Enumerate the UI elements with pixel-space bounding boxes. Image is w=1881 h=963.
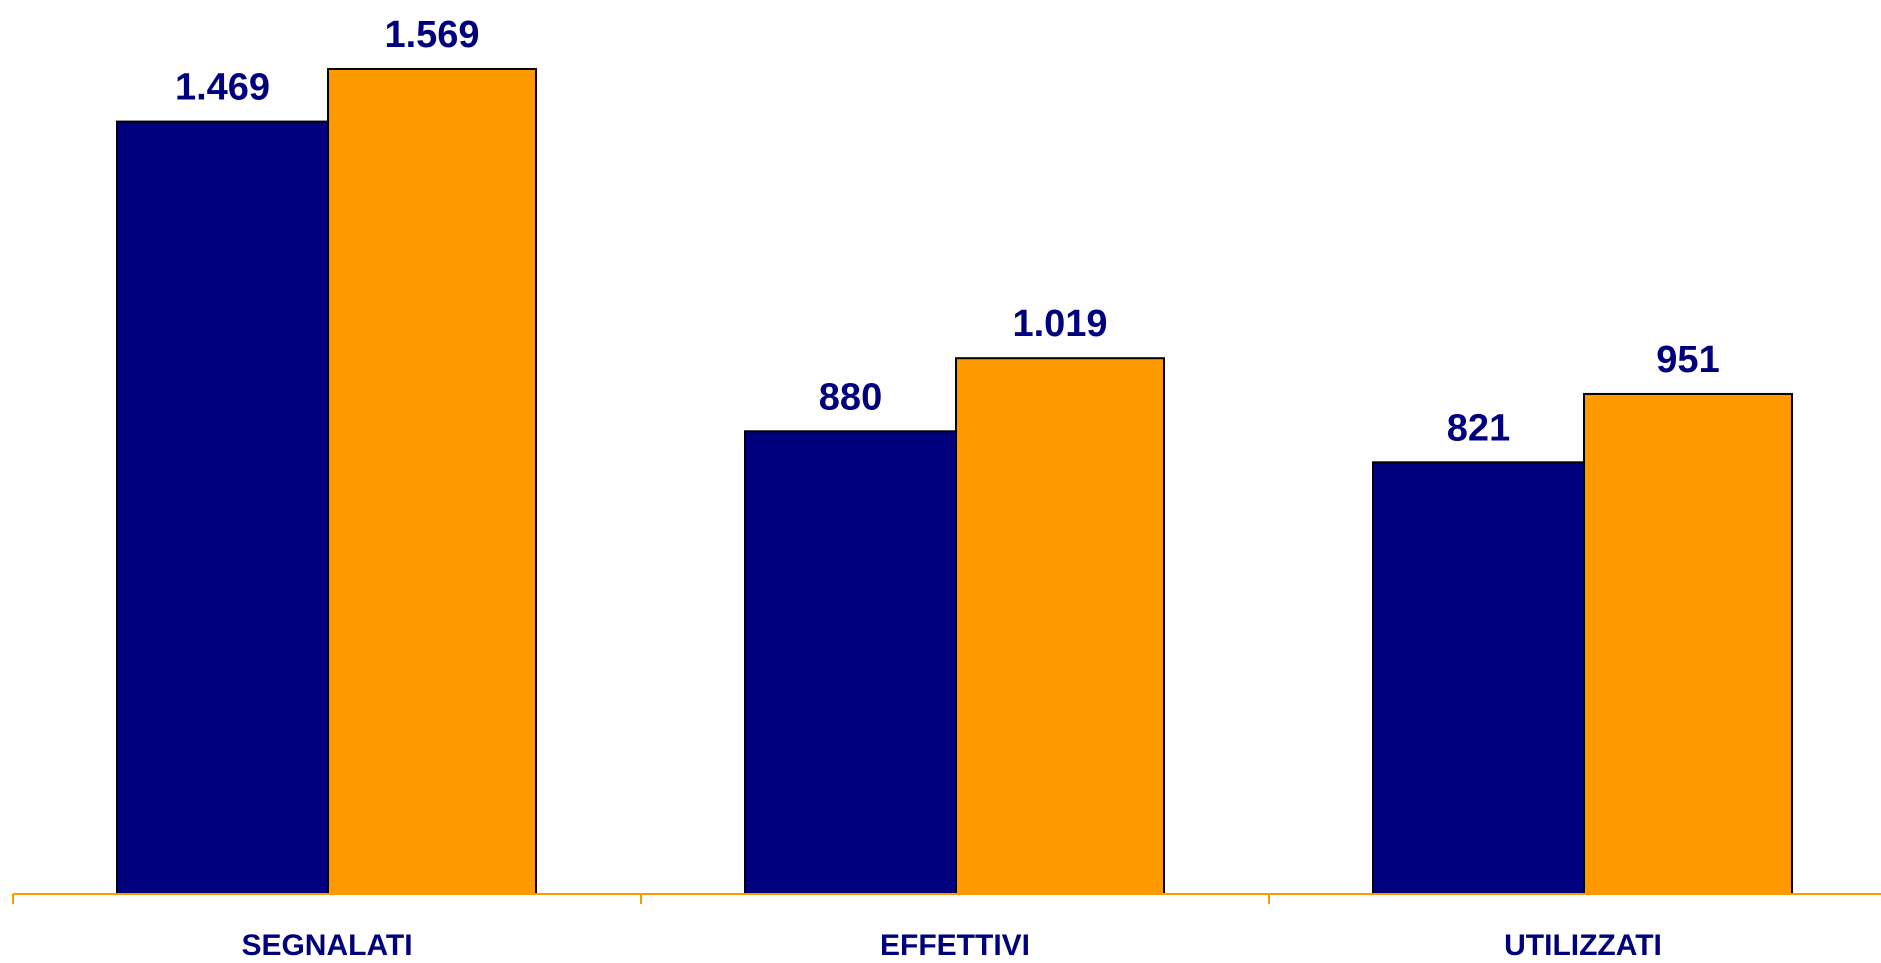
bar-segnalati-series-2 — [328, 69, 536, 894]
x-tick-label-utilizzati: UTILIZZATI — [1504, 929, 1662, 958]
value-label-effettivi-series-1: 880 — [819, 376, 882, 418]
bar-utilizzati-series-2 — [1584, 394, 1792, 894]
value-label-utilizzati-series-1: 821 — [1447, 407, 1510, 449]
value-label-utilizzati-series-2: 951 — [1656, 339, 1719, 381]
bar-segnalati-series-1 — [117, 122, 328, 894]
value-label-effettivi-series-2: 1.019 — [1012, 303, 1107, 345]
value-label-segnalati-series-1: 1.469 — [175, 67, 270, 109]
bar-effettivi-series-1 — [745, 431, 956, 894]
x-tick-label-effettivi: EFFETTIVI — [880, 929, 1030, 958]
bars-layer — [117, 69, 1792, 894]
bar-effettivi-series-2 — [956, 358, 1164, 894]
x-axis — [13, 894, 1881, 904]
x-tick-label-segnalati: SEGNALATI — [241, 929, 412, 958]
value-label-segnalati-series-2: 1.569 — [384, 14, 479, 56]
x-tick-labels: SEGNALATI EFFETTIVI UTILIZZATI — [241, 929, 1661, 958]
bar-utilizzati-series-1 — [1373, 462, 1584, 894]
